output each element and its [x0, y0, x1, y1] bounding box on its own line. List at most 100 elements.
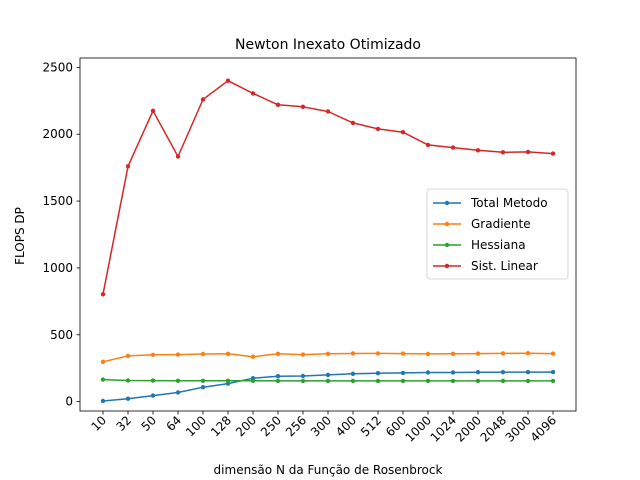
data-point	[550, 151, 556, 156]
data-point	[225, 351, 231, 356]
data-point	[125, 164, 131, 169]
data-point	[375, 351, 381, 356]
data-point	[450, 145, 456, 150]
data-point	[300, 352, 306, 357]
chart-title: Newton Inexato Otimizado	[235, 37, 421, 53]
data-point	[200, 97, 206, 102]
data-point	[375, 378, 381, 384]
data-point	[150, 108, 156, 114]
data-point	[525, 378, 531, 384]
legend-swatch-marker	[444, 263, 450, 269]
data-point	[250, 354, 256, 359]
data-point	[425, 142, 431, 148]
data-point	[425, 378, 431, 384]
data-point	[475, 351, 481, 356]
data-point	[475, 148, 481, 153]
series-0	[100, 369, 556, 404]
data-point	[350, 351, 356, 356]
y-tick-label: 1500	[42, 194, 73, 208]
data-point	[325, 351, 331, 356]
data-point	[150, 352, 156, 357]
data-point	[125, 396, 131, 401]
data-point	[400, 370, 406, 376]
data-point	[300, 104, 306, 110]
data-point	[400, 351, 406, 356]
data-point	[275, 374, 281, 379]
data-point	[225, 378, 231, 383]
data-point	[450, 370, 456, 375]
data-point	[125, 353, 131, 359]
data-point	[100, 359, 106, 364]
data-point	[450, 378, 456, 384]
data-point	[250, 378, 256, 383]
series-1	[100, 351, 556, 364]
data-point	[200, 385, 206, 390]
data-point	[175, 154, 181, 159]
data-point	[525, 149, 531, 155]
data-point	[275, 351, 281, 356]
data-point	[325, 378, 331, 384]
data-point	[125, 378, 131, 383]
data-point	[300, 378, 306, 384]
data-point	[550, 369, 556, 375]
legend-box	[426, 188, 569, 280]
x-axis-label: dimensão N da Função de Rosenbrock	[214, 463, 443, 477]
legend-swatch-marker	[444, 221, 450, 227]
y-tick-label: 2000	[42, 127, 73, 141]
data-point	[325, 372, 331, 378]
data-point	[150, 378, 156, 383]
data-point	[200, 351, 206, 357]
legend-label: Gradiente	[471, 217, 531, 231]
data-point	[500, 150, 506, 155]
data-point	[100, 398, 106, 404]
data-point	[225, 78, 231, 83]
data-point	[375, 126, 381, 132]
data-point	[400, 130, 406, 135]
legend-entry: Total Metodo	[433, 196, 548, 210]
y-tick-label: 2500	[42, 60, 73, 74]
legend-swatch-marker	[444, 242, 450, 248]
data-point	[350, 371, 356, 376]
series-2	[100, 377, 556, 384]
y-tick-label: 500	[50, 328, 73, 342]
data-point	[500, 370, 506, 375]
legend-label: Total Metodo	[470, 196, 548, 210]
y-tick-label: 0	[65, 395, 73, 409]
data-point	[525, 369, 531, 375]
y-axis-label: FLOPS DP	[13, 207, 27, 265]
series-3	[100, 78, 556, 297]
legend-entry: Gradiente	[433, 217, 531, 231]
data-point	[425, 351, 431, 357]
data-point	[175, 390, 181, 395]
data-point	[500, 351, 506, 356]
data-point	[400, 378, 406, 384]
data-point	[275, 102, 281, 108]
data-point	[325, 109, 331, 114]
data-point	[375, 371, 381, 376]
legend-label: Sist. Linear	[471, 259, 538, 273]
legend-swatch-marker	[444, 200, 450, 206]
data-point	[350, 378, 356, 384]
data-point	[200, 378, 206, 383]
legend: Total Metodo Gradiente Hessiana Sist. Linea…	[426, 188, 569, 280]
y-tick-label: 1000	[42, 261, 73, 275]
data-point	[475, 370, 481, 375]
data-point	[250, 91, 256, 96]
legend-label: Hessiana	[471, 238, 526, 252]
data-point	[175, 378, 181, 383]
data-point	[150, 393, 156, 398]
data-point	[300, 373, 306, 379]
data-point	[475, 378, 481, 384]
data-point	[550, 378, 556, 384]
data-point	[350, 120, 356, 126]
data-point	[525, 351, 531, 356]
data-point	[175, 352, 181, 357]
data-point	[425, 370, 431, 375]
data-point	[550, 351, 556, 356]
data-point	[450, 351, 456, 356]
legend-entry: Hessiana	[433, 238, 526, 252]
data-point	[100, 377, 106, 382]
data-point	[100, 292, 106, 297]
data-point	[275, 378, 281, 384]
